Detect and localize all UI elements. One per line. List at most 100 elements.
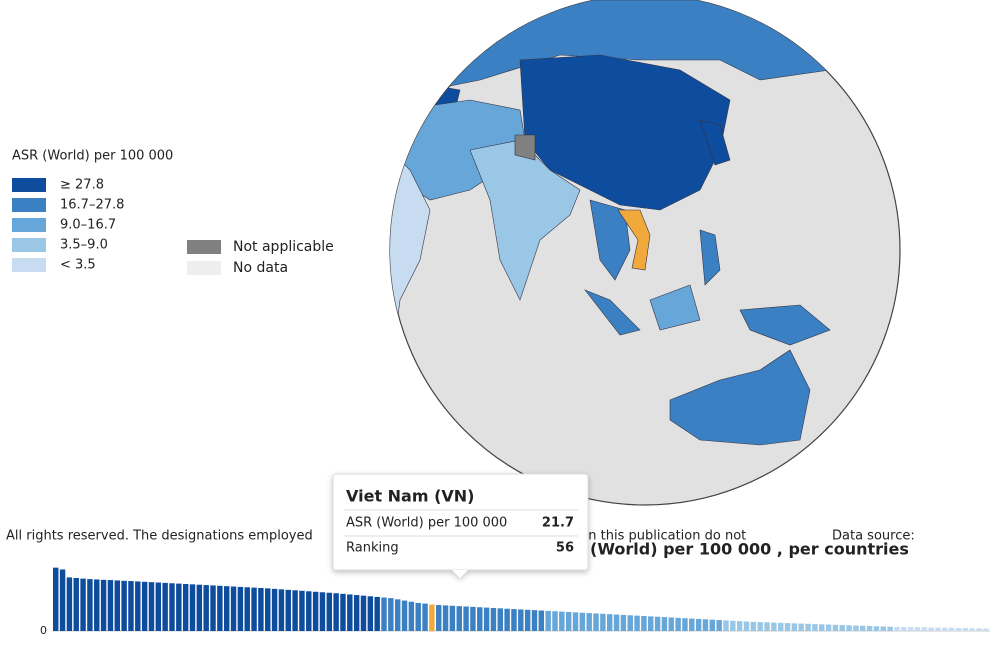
- tooltip-content: Viet Nam (VN) ASR (World) per 100 000 21…: [344, 487, 578, 556]
- bar: [80, 578, 86, 631]
- bar: [654, 616, 661, 631]
- legend-swatch: [12, 218, 46, 232]
- bar: [353, 595, 360, 631]
- bar: [265, 588, 271, 631]
- bar: [490, 607, 497, 631]
- bar: [141, 581, 148, 631]
- bar: [812, 624, 818, 631]
- bar: [511, 609, 517, 631]
- tooltip-value: 56: [556, 541, 574, 556]
- bar: [620, 614, 627, 631]
- bar: [121, 580, 127, 631]
- bar: [873, 626, 880, 631]
- bar: [381, 597, 387, 631]
- bar: [572, 612, 579, 631]
- bar: [470, 606, 476, 631]
- bar: [771, 622, 777, 631]
- bar: [53, 567, 59, 631]
- bar: [518, 609, 524, 631]
- bar: [791, 623, 798, 631]
- bar: [292, 590, 298, 631]
- bar: [347, 594, 353, 631]
- bar: [285, 589, 291, 631]
- bar: [750, 621, 757, 631]
- bar: [251, 587, 257, 631]
- bar: [148, 582, 155, 631]
- bar: [135, 581, 141, 631]
- bar: [394, 599, 401, 631]
- bar: [641, 616, 647, 631]
- legend-swatch: [12, 198, 46, 212]
- bar: [552, 611, 558, 631]
- bar: [415, 602, 421, 631]
- footer-text: rial in this publication do not: [560, 529, 746, 544]
- bar: [764, 622, 770, 631]
- bar: [367, 596, 374, 631]
- bar: [306, 591, 312, 631]
- bar: [962, 628, 969, 631]
- bar: [545, 610, 551, 631]
- bar: [182, 583, 189, 631]
- bar: [955, 627, 962, 631]
- bar: [223, 586, 230, 631]
- bar: [258, 587, 264, 631]
- bar: [100, 579, 107, 631]
- bar: [408, 601, 415, 631]
- legend-label: ≥ 27.8: [60, 178, 104, 193]
- bar: [176, 583, 182, 631]
- y-tick-label: 0: [40, 624, 47, 637]
- bar: [203, 585, 209, 631]
- bar-chart: 0: [40, 567, 990, 637]
- bar: [162, 582, 168, 631]
- tooltip-value: 21.7: [542, 516, 574, 531]
- bar: [114, 580, 120, 631]
- bar: [819, 624, 825, 631]
- bar: [805, 623, 811, 631]
- tooltip-title: Viet Nam (VN): [346, 487, 474, 506]
- bar: [483, 607, 490, 631]
- bar: [189, 584, 196, 631]
- tooltip-label: Ranking: [346, 541, 399, 556]
- bar: [593, 613, 599, 631]
- bar: [600, 613, 606, 631]
- bar: [784, 623, 791, 631]
- legend-swatch: [12, 258, 46, 272]
- bar: [648, 616, 654, 631]
- bar: [436, 605, 442, 631]
- bar: [860, 625, 866, 631]
- bar: [230, 586, 237, 631]
- bar: [66, 577, 73, 631]
- bar: [217, 585, 223, 631]
- bar: [736, 621, 743, 631]
- bar: [271, 588, 278, 631]
- bar: [312, 591, 319, 631]
- bar: [155, 582, 162, 631]
- bar: [907, 627, 914, 631]
- bar: [504, 608, 510, 631]
- globe[interactable]: [370, 0, 990, 506]
- tooltip-label: ASR (World) per 100 000: [346, 516, 507, 531]
- bar: [777, 622, 784, 631]
- bar: [606, 614, 613, 631]
- bar: [689, 618, 695, 631]
- bar: [442, 605, 449, 631]
- bar: [463, 606, 469, 631]
- legend: ≥ 27.8 16.7–27.8 9.0–16.7 3.5–9.0 < 3.5 Not a…: [12, 178, 334, 276]
- bar: [477, 607, 483, 631]
- bar: [942, 627, 948, 631]
- bar: [87, 579, 93, 631]
- bar: [976, 628, 982, 631]
- bar: [702, 619, 709, 631]
- bar: [319, 592, 326, 631]
- legend-swatch: [12, 178, 46, 192]
- legend-label: Not applicable: [233, 239, 334, 255]
- bar: [928, 627, 934, 631]
- bar: [825, 624, 832, 631]
- bar: [278, 589, 285, 631]
- bar: [326, 592, 333, 631]
- bar: [586, 613, 592, 631]
- bar: [299, 590, 305, 631]
- bar: [627, 615, 633, 631]
- bar: [210, 585, 216, 631]
